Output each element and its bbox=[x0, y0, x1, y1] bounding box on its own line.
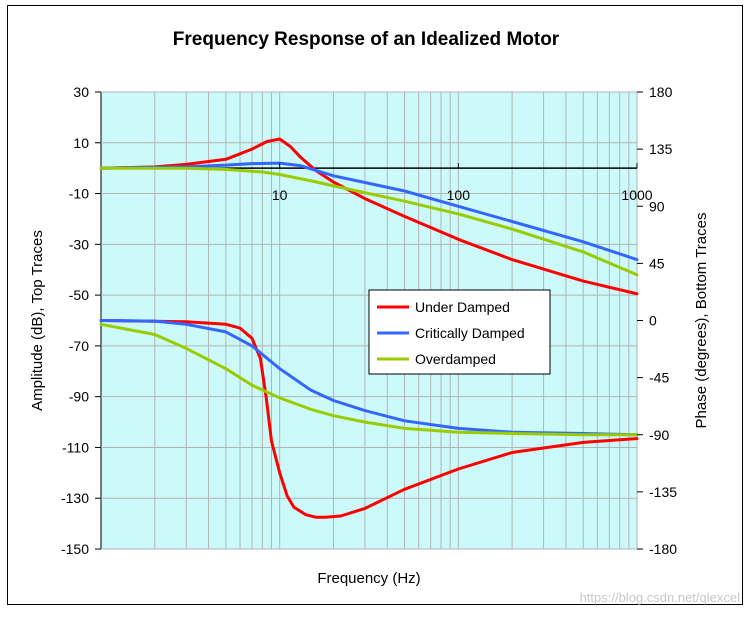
under-damped-amplitude-line bbox=[99, 137, 639, 296]
right-y-tick-label: 0 bbox=[649, 313, 657, 329]
left-y-tick-label: -150 bbox=[61, 541, 89, 557]
axes: 30 10 -10 -30 -50 -70 -90 -110 -130 -150 180 135 90 4… bbox=[61, 84, 677, 557]
left-y-axis-title: Amplitude (dB), Top Traces bbox=[29, 230, 46, 411]
overdamped-amplitude-line bbox=[99, 166, 639, 277]
left-y-tick-label: 10 bbox=[73, 135, 89, 151]
legend: Under Damped Critically Damped Overdamped bbox=[368, 289, 551, 375]
x-tick-label: 100 bbox=[447, 187, 471, 203]
right-y-tick-label: -45 bbox=[649, 370, 669, 386]
left-y-tick-label: 30 bbox=[73, 84, 89, 100]
left-y-tick-label: -110 bbox=[62, 439, 89, 455]
right-y-axis-title: Phase (degrees), Bottom Traces bbox=[693, 213, 710, 429]
critically-damped-phase-line bbox=[99, 319, 639, 437]
left-y-tick-label: -70 bbox=[69, 338, 89, 354]
legend-entry-label: Under Damped bbox=[415, 299, 510, 315]
legend-entry-label: Overdamped bbox=[415, 351, 496, 367]
series-group bbox=[99, 137, 639, 519]
x-tick-label: 1000 bbox=[621, 187, 652, 203]
right-y-tick-label: 90 bbox=[649, 198, 665, 214]
under-damped-phase-line bbox=[99, 319, 639, 519]
left-y-tick-label: -50 bbox=[69, 287, 89, 303]
left-y-tick-label: -10 bbox=[69, 186, 89, 202]
critically-damped-amplitude-line bbox=[99, 161, 639, 262]
overdamped-phase-line bbox=[99, 322, 639, 437]
right-y-tick-label: -90 bbox=[649, 427, 669, 443]
x-tick-label: 10 bbox=[272, 187, 288, 203]
right-y-tick-label: 45 bbox=[649, 255, 665, 271]
x-axis-title: Frequency (Hz) bbox=[317, 570, 420, 587]
right-y-tick-label: 135 bbox=[649, 141, 673, 157]
watermark: https://blog.csdn.net/qlexcel bbox=[579, 590, 740, 605]
legend-entry-label: Critically Damped bbox=[415, 325, 525, 341]
right-y-tick-label: -180 bbox=[649, 541, 677, 557]
left-y-tick-label: -30 bbox=[69, 236, 89, 252]
left-y-tick-label: -90 bbox=[69, 389, 89, 405]
right-y-tick-label: -135 bbox=[649, 484, 677, 500]
chart-title: Frequency Response of an Idealized Motor bbox=[173, 29, 560, 50]
left-y-tick-label: -130 bbox=[61, 490, 89, 506]
right-y-tick-label: 180 bbox=[649, 84, 673, 100]
